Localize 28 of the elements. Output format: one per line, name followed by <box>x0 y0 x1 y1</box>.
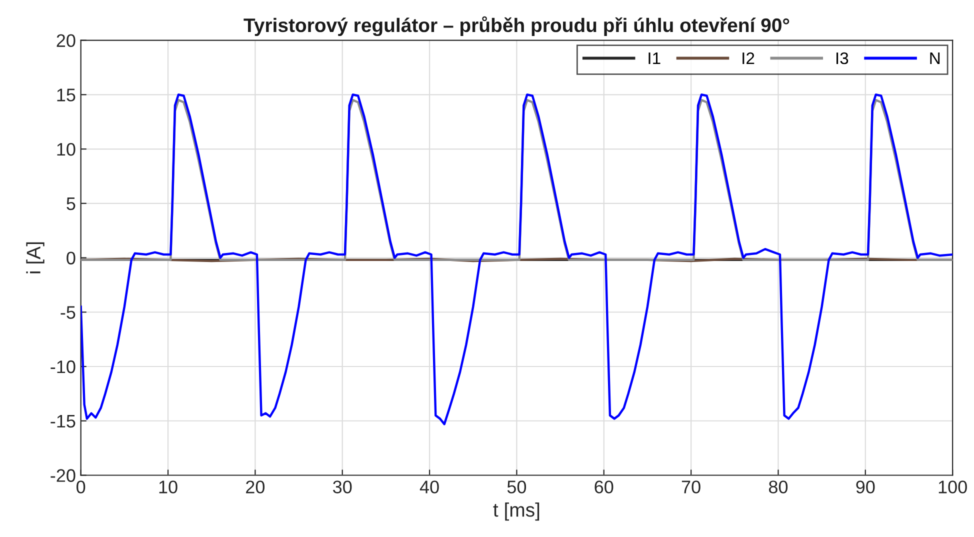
x-tick-label: 10 <box>159 480 178 494</box>
y-tick-label: -15 <box>50 414 76 428</box>
x-tick-label: 90 <box>856 480 875 494</box>
x-tick-label: 70 <box>682 480 700 494</box>
y-tick-label: 20 <box>56 34 76 47</box>
x-axis-title: t [ms] <box>493 502 540 521</box>
x-tick-label: 20 <box>246 480 265 494</box>
y-tick-label: -5 <box>60 306 76 319</box>
x-tick-label: 30 <box>333 480 352 494</box>
x-tick-label: 100 <box>938 480 967 494</box>
y-tick-label: -20 <box>50 469 76 482</box>
y-tick-label: 10 <box>57 142 76 156</box>
y-tick-label: 0 <box>66 252 76 264</box>
legend-label: I1 <box>648 52 660 64</box>
y-tick-label: 5 <box>66 198 76 210</box>
y-tick-label: 15 <box>57 88 76 102</box>
chart-title: Tyristorový regulátor – průběh proudu při úhlu otevření 90° <box>244 16 790 36</box>
line-series <box>80 94 953 426</box>
x-tick-label: 40 <box>420 480 439 494</box>
legend-label: I3 <box>836 52 848 64</box>
x-tick-label: 60 <box>594 480 614 494</box>
y-axis-title: i [A] <box>26 242 44 274</box>
y-tick-label: -10 <box>50 360 76 374</box>
x-tick-label: 80 <box>768 480 788 494</box>
legend-label: N <box>930 52 940 64</box>
legend-label: I2 <box>742 52 754 64</box>
x-tick-label: 50 <box>507 480 526 494</box>
x-tick-label: 0 <box>76 480 86 494</box>
